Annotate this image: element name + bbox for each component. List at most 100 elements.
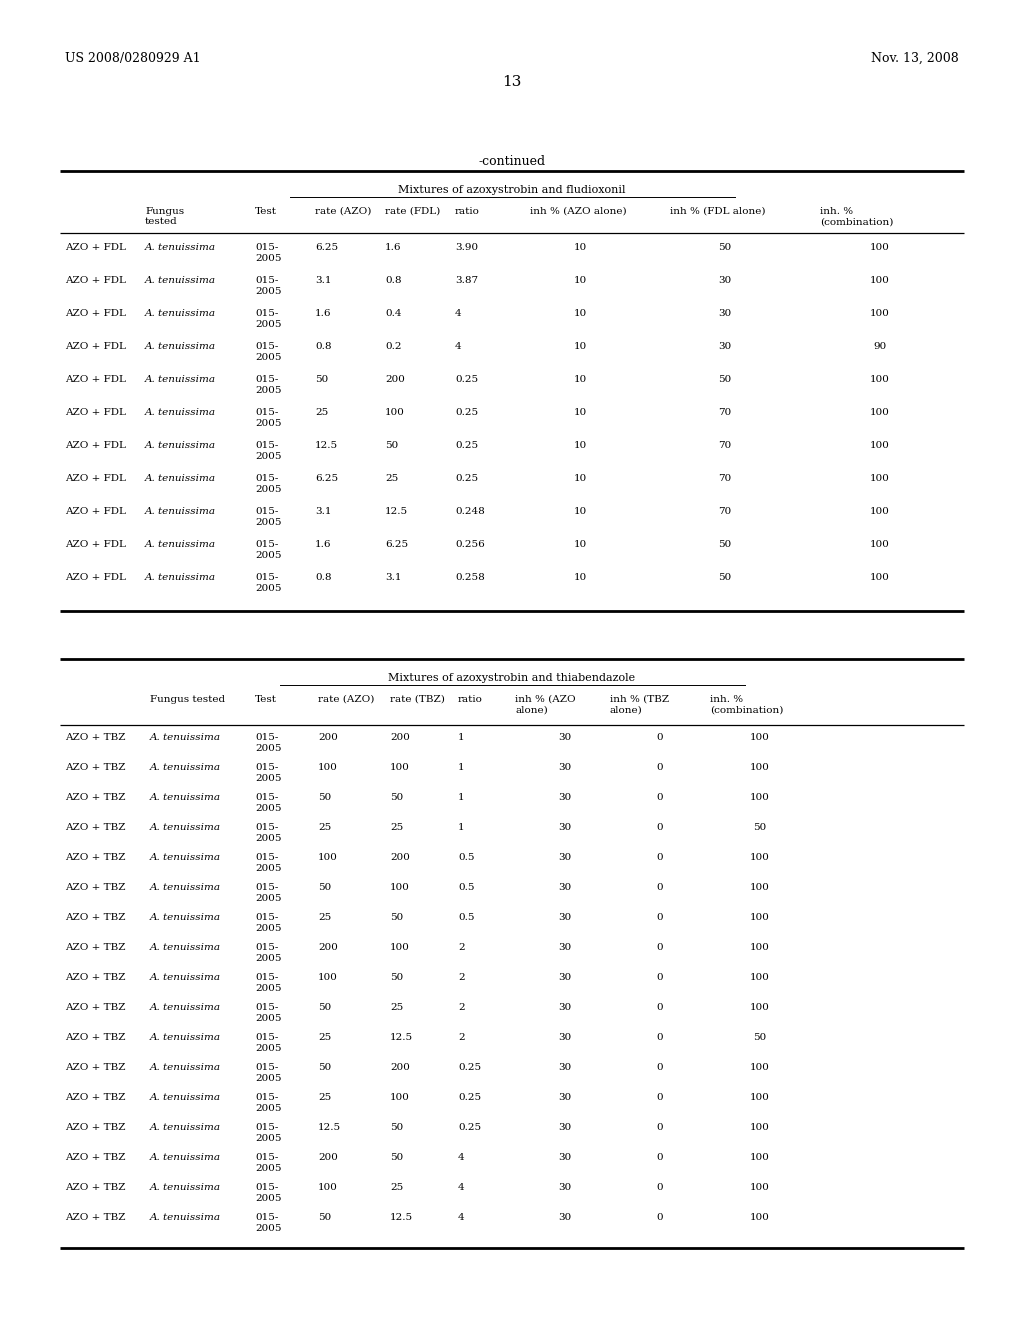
Text: 100: 100 bbox=[750, 853, 770, 862]
Text: AZO + FDL: AZO + FDL bbox=[65, 441, 126, 450]
Text: A. tenuissima: A. tenuissima bbox=[150, 793, 221, 803]
Text: 50: 50 bbox=[754, 822, 767, 832]
Text: 12.5: 12.5 bbox=[385, 507, 409, 516]
Text: 100: 100 bbox=[390, 883, 410, 892]
Text: A. tenuissima: A. tenuissima bbox=[145, 243, 216, 252]
Text: 30: 30 bbox=[558, 942, 571, 952]
Text: 015-
2005: 015- 2005 bbox=[255, 793, 282, 813]
Text: A. tenuissima: A. tenuissima bbox=[145, 573, 216, 582]
Text: AZO + FDL: AZO + FDL bbox=[65, 474, 126, 483]
Text: 0: 0 bbox=[656, 883, 664, 892]
Text: 50: 50 bbox=[719, 243, 731, 252]
Text: 015-
2005: 015- 2005 bbox=[255, 342, 282, 362]
Text: 0: 0 bbox=[656, 973, 664, 982]
Text: 0: 0 bbox=[656, 942, 664, 952]
Text: 3.90: 3.90 bbox=[455, 243, 478, 252]
Text: ratio: ratio bbox=[458, 696, 483, 704]
Text: 2: 2 bbox=[458, 1034, 465, 1041]
Text: 015-
2005: 015- 2005 bbox=[255, 408, 282, 428]
Text: 0.25: 0.25 bbox=[455, 474, 478, 483]
Text: 015-
2005: 015- 2005 bbox=[255, 733, 282, 752]
Text: 0.4: 0.4 bbox=[385, 309, 401, 318]
Text: 50: 50 bbox=[719, 375, 731, 384]
Text: 015-
2005: 015- 2005 bbox=[255, 1093, 282, 1113]
Text: 015-
2005: 015- 2005 bbox=[255, 276, 282, 296]
Text: A. tenuissima: A. tenuissima bbox=[150, 913, 221, 921]
Text: 100: 100 bbox=[870, 309, 890, 318]
Text: 015-
2005: 015- 2005 bbox=[255, 540, 282, 560]
Text: 100: 100 bbox=[750, 763, 770, 772]
Text: inh. %
(combination): inh. % (combination) bbox=[710, 696, 783, 714]
Text: 200: 200 bbox=[385, 375, 404, 384]
Text: 50: 50 bbox=[318, 1063, 331, 1072]
Text: 100: 100 bbox=[870, 375, 890, 384]
Text: 015-
2005: 015- 2005 bbox=[255, 763, 282, 783]
Text: AZO + TBZ: AZO + TBZ bbox=[65, 1034, 126, 1041]
Text: 50: 50 bbox=[318, 1003, 331, 1012]
Text: 50: 50 bbox=[719, 573, 731, 582]
Text: 25: 25 bbox=[318, 822, 331, 832]
Text: A. tenuissima: A. tenuissima bbox=[150, 1063, 221, 1072]
Text: 015-
2005: 015- 2005 bbox=[255, 1183, 282, 1203]
Text: 0: 0 bbox=[656, 822, 664, 832]
Text: A. tenuissima: A. tenuissima bbox=[150, 1093, 221, 1102]
Text: 0: 0 bbox=[656, 1034, 664, 1041]
Text: 0: 0 bbox=[656, 1003, 664, 1012]
Text: 10: 10 bbox=[573, 243, 587, 252]
Text: 10: 10 bbox=[573, 276, 587, 285]
Text: 30: 30 bbox=[558, 822, 571, 832]
Text: Nov. 13, 2008: Nov. 13, 2008 bbox=[871, 51, 959, 65]
Text: 0.25: 0.25 bbox=[455, 408, 478, 417]
Text: 0: 0 bbox=[656, 733, 664, 742]
Text: A. tenuissima: A. tenuissima bbox=[145, 309, 216, 318]
Text: 1.6: 1.6 bbox=[385, 243, 401, 252]
Text: 015-
2005: 015- 2005 bbox=[255, 1123, 282, 1143]
Text: 10: 10 bbox=[573, 540, 587, 549]
Text: AZO + TBZ: AZO + TBZ bbox=[65, 973, 126, 982]
Text: Test: Test bbox=[255, 696, 278, 704]
Text: AZO + FDL: AZO + FDL bbox=[65, 309, 126, 318]
Text: 25: 25 bbox=[390, 1003, 403, 1012]
Text: 30: 30 bbox=[558, 1003, 571, 1012]
Text: 100: 100 bbox=[318, 853, 338, 862]
Text: 50: 50 bbox=[318, 1213, 331, 1222]
Text: 30: 30 bbox=[558, 883, 571, 892]
Text: AZO + FDL: AZO + FDL bbox=[65, 276, 126, 285]
Text: 30: 30 bbox=[558, 1152, 571, 1162]
Text: 015-
2005: 015- 2005 bbox=[255, 1034, 282, 1053]
Text: 0.8: 0.8 bbox=[385, 276, 401, 285]
Text: A. tenuissima: A. tenuissima bbox=[145, 408, 216, 417]
Text: 10: 10 bbox=[573, 474, 587, 483]
Text: 100: 100 bbox=[385, 408, 404, 417]
Text: 4: 4 bbox=[455, 309, 462, 318]
Text: rate (AZO): rate (AZO) bbox=[318, 696, 375, 704]
Text: 3.1: 3.1 bbox=[385, 573, 401, 582]
Text: 50: 50 bbox=[390, 1152, 403, 1162]
Text: 30: 30 bbox=[558, 973, 571, 982]
Text: 100: 100 bbox=[870, 540, 890, 549]
Text: AZO + TBZ: AZO + TBZ bbox=[65, 1063, 126, 1072]
Text: Fungus
tested: Fungus tested bbox=[145, 207, 184, 227]
Text: 30: 30 bbox=[558, 1093, 571, 1102]
Text: A. tenuissima: A. tenuissima bbox=[150, 883, 221, 892]
Text: AZO + TBZ: AZO + TBZ bbox=[65, 733, 126, 742]
Text: 100: 100 bbox=[750, 1123, 770, 1133]
Text: 0: 0 bbox=[656, 1152, 664, 1162]
Text: 200: 200 bbox=[318, 733, 338, 742]
Text: A. tenuissima: A. tenuissima bbox=[145, 540, 216, 549]
Text: inh % (TBZ
alone): inh % (TBZ alone) bbox=[610, 696, 669, 714]
Text: 0.258: 0.258 bbox=[455, 573, 484, 582]
Text: 90: 90 bbox=[873, 342, 887, 351]
Text: 100: 100 bbox=[870, 573, 890, 582]
Text: inh % (AZO alone): inh % (AZO alone) bbox=[530, 207, 627, 216]
Text: 100: 100 bbox=[318, 1183, 338, 1192]
Text: AZO + FDL: AZO + FDL bbox=[65, 342, 126, 351]
Text: 50: 50 bbox=[754, 1034, 767, 1041]
Text: Mixtures of azoxystrobin and fludioxonil: Mixtures of azoxystrobin and fludioxonil bbox=[398, 185, 626, 195]
Text: 100: 100 bbox=[750, 1213, 770, 1222]
Text: 0.25: 0.25 bbox=[455, 441, 478, 450]
Text: 0.5: 0.5 bbox=[458, 883, 474, 892]
Text: 200: 200 bbox=[390, 733, 410, 742]
Text: 10: 10 bbox=[573, 342, 587, 351]
Text: AZO + TBZ: AZO + TBZ bbox=[65, 942, 126, 952]
